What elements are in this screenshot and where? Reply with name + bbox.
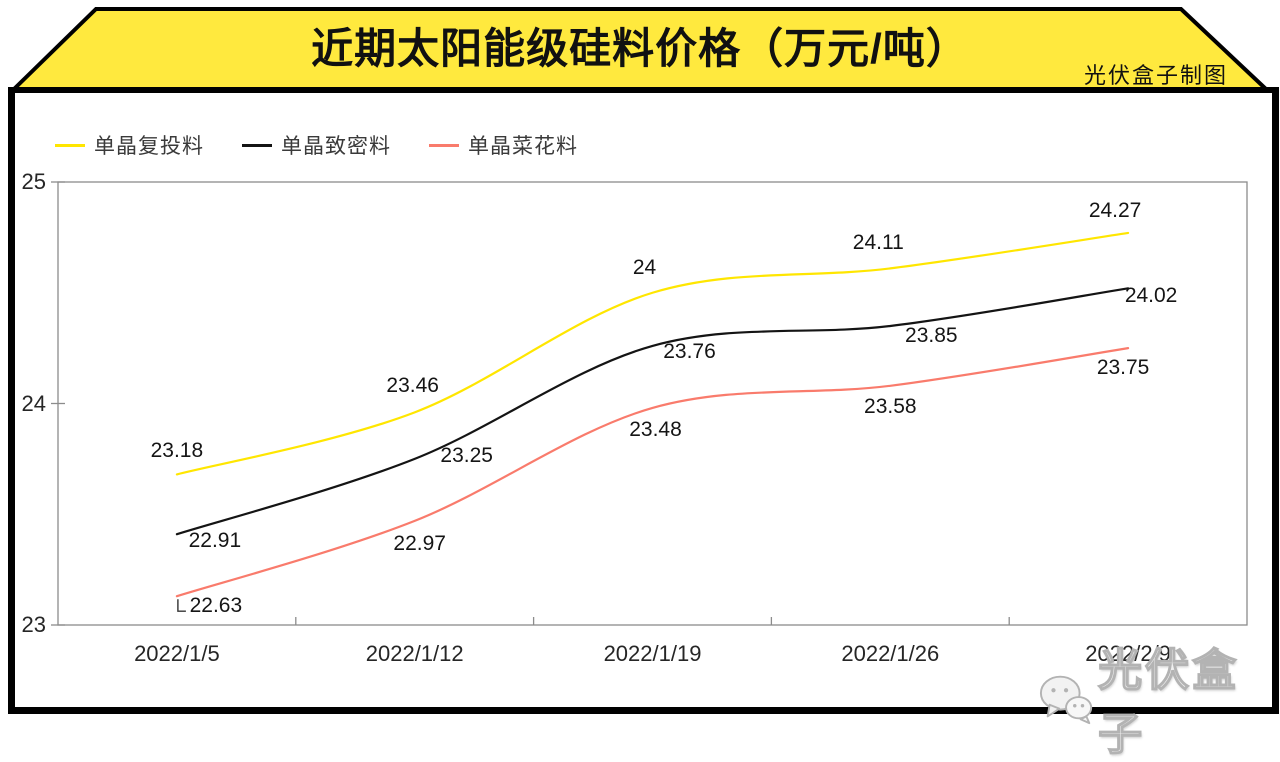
page-title: 近期太阳能级硅料价格（万元/吨） <box>311 25 969 72</box>
legend-label: 单晶菜花料 <box>468 135 578 158</box>
watermark: 光伏盒子 <box>1038 634 1280 762</box>
data-label: 22.97 <box>393 531 446 555</box>
series-line-2 <box>175 347 1130 598</box>
x-tick-label: 2022/1/12 <box>365 641 464 666</box>
legend-item-2: 单晶菜花料 <box>429 130 578 160</box>
data-label: 23.18 <box>150 439 204 463</box>
data-label: 24.27 <box>1088 198 1142 222</box>
data-label: 23.75 <box>1096 356 1150 380</box>
page-frame <box>8 87 1279 714</box>
legend-item-0: 单晶复投料 <box>55 130 204 160</box>
legend-swatch <box>55 143 85 147</box>
data-label: 24.02 <box>1124 284 1178 308</box>
x-tick-label: 2022/2/9 <box>1085 641 1171 666</box>
series-line-0 <box>175 231 1130 476</box>
legend-label: 单晶复投料 <box>94 135 204 158</box>
data-label: 23.46 <box>386 374 439 398</box>
wechat-icon <box>1039 675 1093 725</box>
x-tick-label: 2022/1/19 <box>603 641 702 666</box>
x-tick-label: 2022/1/5 <box>134 641 220 666</box>
series-line-1 <box>175 287 1130 536</box>
data-label: 23.58 <box>864 394 917 418</box>
data-label: 23.85 <box>905 323 958 347</box>
y-tick-label: 25 <box>21 169 46 194</box>
label-leader-line <box>177 599 186 612</box>
legend-label: 单晶致密料 <box>281 135 391 158</box>
data-label: 22.63 <box>189 594 243 618</box>
legend: 单晶复投料 单晶致密料 单晶菜花料 <box>55 130 578 160</box>
x-tick-label: 2022/1/26 <box>841 641 940 666</box>
price-chart <box>51 181 1248 626</box>
data-label: 23.48 <box>629 417 682 441</box>
y-tick-label: 24 <box>21 390 46 416</box>
credit-text: 光伏盒子制图 <box>1083 63 1228 88</box>
legend-swatch <box>242 143 272 147</box>
data-label: 22.91 <box>188 529 242 553</box>
data-label: 23.25 <box>440 443 493 467</box>
plot-border <box>57 181 1248 626</box>
watermark-text: 光伏盒子 <box>1097 645 1240 760</box>
y-tick-label: 23 <box>21 612 46 637</box>
data-label: 24.11 <box>852 231 904 255</box>
page: 近期太阳能级硅料价格（万元/吨） 光伏盒子制图 单晶复投料 单晶致密料 单晶菜花料 … <box>8 7 1279 760</box>
data-label: 23.76 <box>663 339 716 363</box>
legend-item-1: 单晶致密料 <box>242 130 391 160</box>
data-label: 24 <box>632 255 657 279</box>
legend-swatch <box>429 143 459 147</box>
